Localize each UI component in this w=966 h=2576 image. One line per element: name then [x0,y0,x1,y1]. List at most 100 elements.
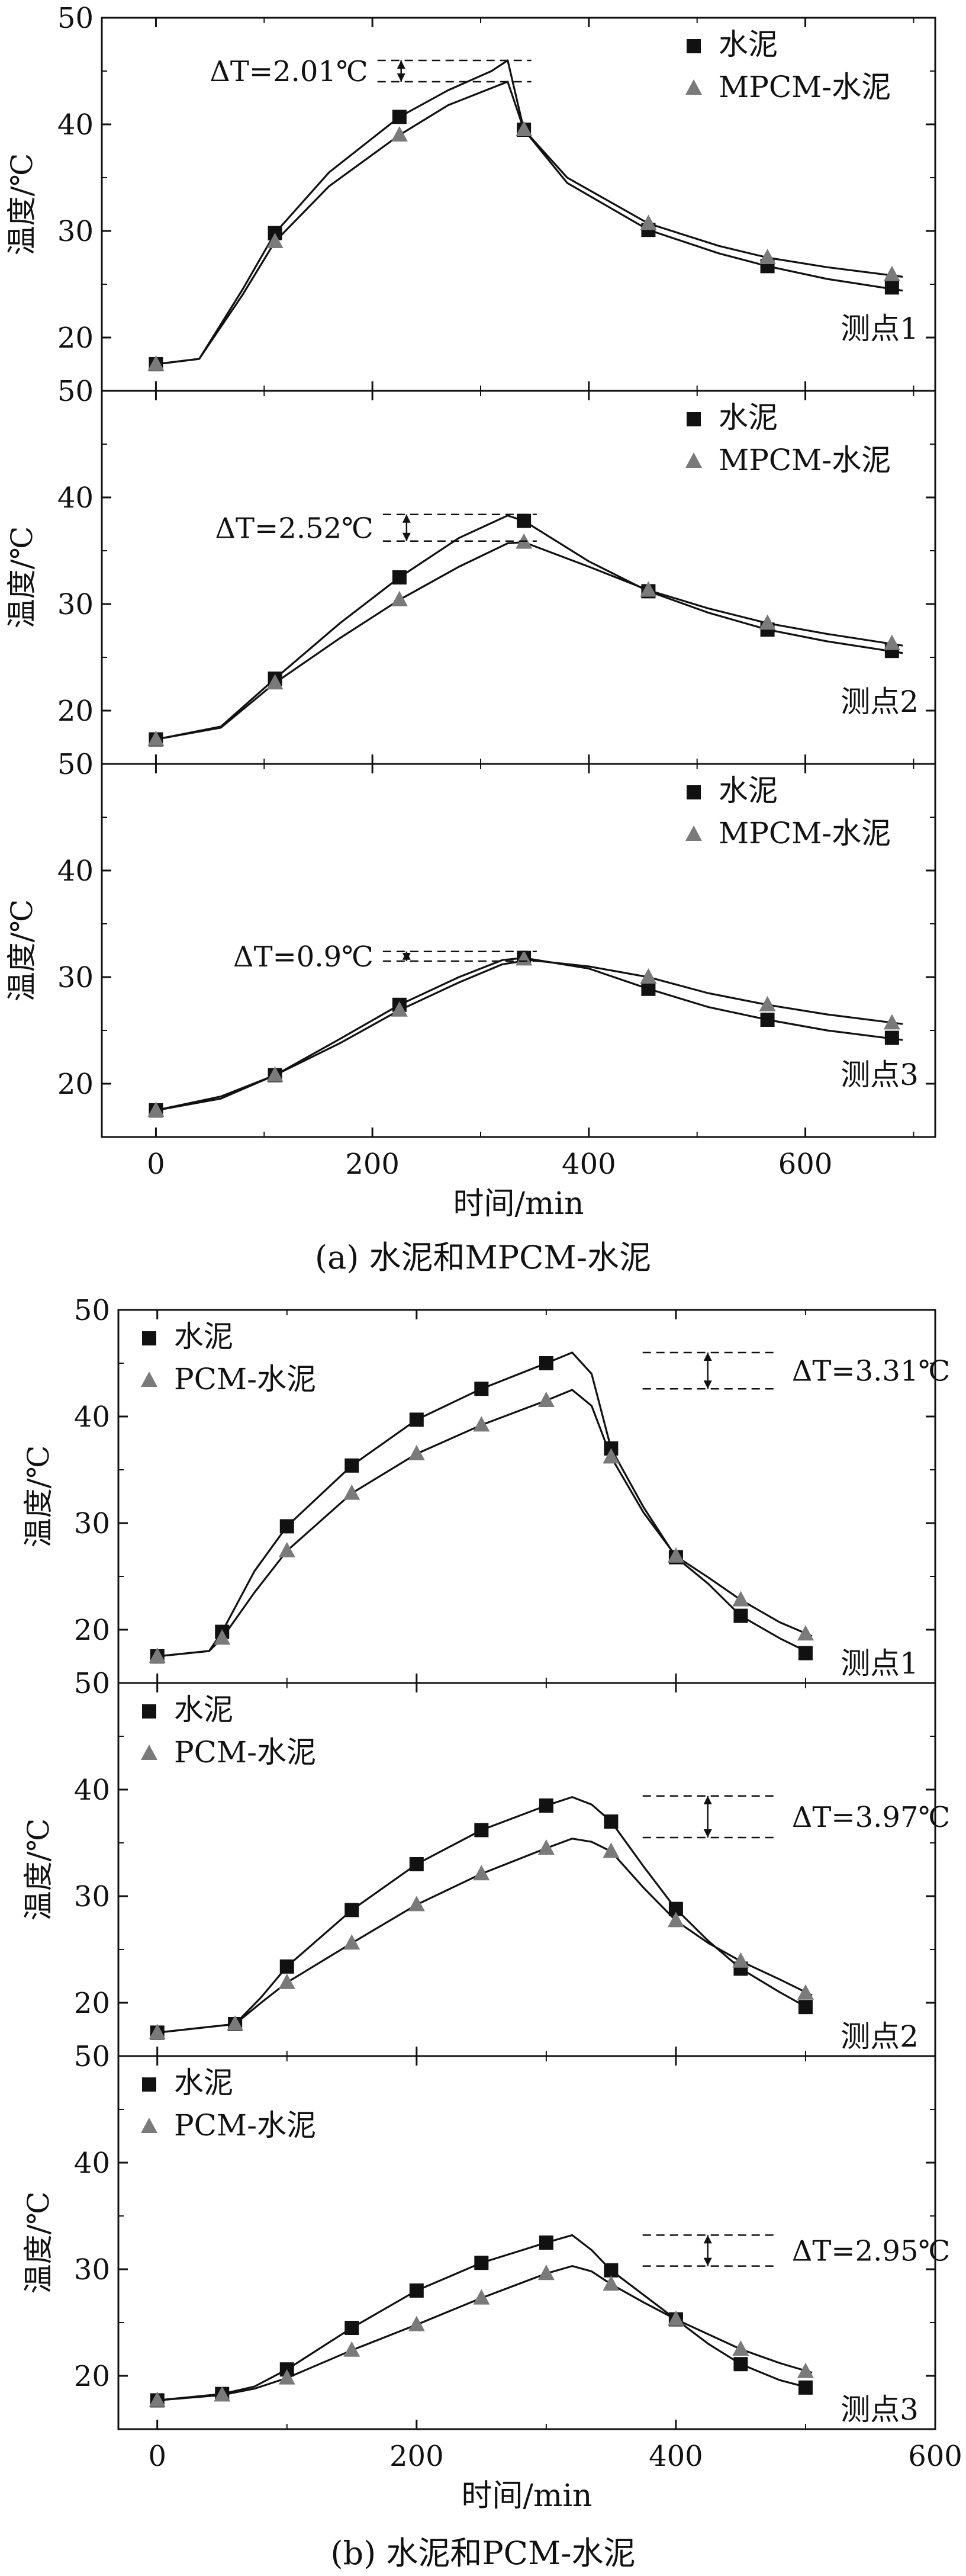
data-point-triangle [278,1541,295,1557]
data-point-square [798,1646,813,1660]
caption-b: (b) 水泥和PCM-水泥 [330,2535,635,2572]
data-point-triangle [343,1484,360,1500]
data-point-square [392,110,407,124]
series-line-pcm [156,81,903,365]
legend-label: 水泥 [719,400,778,435]
delta-t-label: ΔT=3.97℃ [792,1801,950,1834]
data-point-triangle [391,590,408,606]
delta-arrow-head-top [397,60,405,69]
y-tick-label: 50 [74,1667,110,1700]
legend-label: PCM-水泥 [174,1735,316,1769]
data-point-triangle [391,126,408,142]
legend-label: 水泥 [174,1319,233,1354]
data-point-triangle [408,1445,425,1460]
y-tick-label: 30 [57,961,94,994]
x-tick-label: 400 [562,1148,616,1181]
data-point-triangle [391,1001,408,1017]
y-axis-label: 温度/℃ [5,900,39,1002]
data-point-square [409,1412,424,1427]
y-axis-label: 温度/℃ [5,526,39,629]
data-point-triangle [149,2023,166,2039]
data-point-square [604,2263,619,2278]
plot-frame [101,763,936,1138]
data-point-square [884,280,899,295]
data-point-triangle [603,1448,620,1464]
data-point-triangle [278,2369,295,2385]
data-point-triangle [214,2386,231,2402]
y-tick-label: 50 [74,1294,110,1327]
legend-marker-square [142,1331,156,1345]
y-tick-label: 40 [57,108,94,142]
legend-label: MPCM-水泥 [719,70,891,104]
series-line-pcm [157,2265,813,2401]
legend-label: MPCM-水泥 [719,443,891,477]
y-tick-label: 40 [74,1401,110,1434]
y-tick-label: 30 [57,215,94,248]
data-point-triangle [732,1591,749,1607]
legend-marker-triangle [685,826,702,841]
delta-arrow-head-bottom [402,532,411,541]
series-line-pcm [157,1389,813,1658]
data-point-square [344,1458,359,1473]
x-tick-label: 600 [778,1148,833,1181]
x-axis-label: 时间/min [462,2478,593,2514]
data-point-triangle [147,730,165,746]
y-tick-label: 20 [74,1614,110,1647]
data-point-square [641,981,656,996]
delta-arrow-head-top [402,514,411,523]
data-point-triangle [537,2265,555,2281]
legend-label: PCM-水泥 [174,2108,316,2143]
y-tick-label: 50 [57,748,94,781]
measure-point-label: 测点1 [841,1646,919,1681]
data-point-triangle [759,614,776,630]
delta-arrow-head-bottom [703,1380,712,1389]
y-tick-label: 30 [74,1880,110,1913]
measure-point-label: 测点1 [841,311,919,346]
data-point-triangle [266,233,284,248]
data-point-square [409,2283,424,2298]
y-tick-label: 50 [57,375,94,408]
data-point-triangle [408,1896,425,1912]
data-point-triangle [149,2391,166,2407]
x-tick-label: 600 [908,2440,962,2473]
measure-point-label: 测点2 [841,685,919,719]
data-point-square [760,1013,775,1027]
data-point-triangle [408,2315,425,2331]
data-point-triangle [537,1839,555,1855]
legend-label: 水泥 [174,1692,233,1727]
legend-marker-triangle [141,1371,157,1387]
series-line-pcm [156,959,903,1112]
y-tick-label: 20 [57,322,94,355]
data-point-square [539,1798,553,1813]
y-tick-label: 20 [74,1987,110,2020]
data-point-triangle [667,1547,684,1563]
x-tick-label: 200 [389,2440,444,2473]
data-point-square [279,1959,294,1974]
legend-marker-square [687,39,701,53]
delta-t-label: ΔT=2.52℃ [215,512,373,545]
data-point-square [344,1903,359,1917]
y-tick-label: 40 [74,1774,110,1807]
data-point-triangle [537,1392,555,1407]
data-point-triangle [883,1014,900,1030]
data-point-square [474,1823,489,1838]
data-point-square [604,1814,619,1829]
series-line-pcm [156,541,903,741]
delta-t-label: ΔT=2.95℃ [792,2235,950,2268]
data-point-triangle [797,1625,814,1641]
data-point-triangle [667,1912,684,1928]
series-line-pcm [157,1838,813,2034]
data-point-triangle [147,1101,165,1117]
data-point-square [798,2380,813,2395]
series-line-cement [156,59,903,365]
data-point-triangle [473,2289,490,2305]
y-tick-label: 30 [74,2253,110,2286]
plot-frame [117,2055,936,2430]
data-point-square [539,2235,553,2250]
y-tick-label: 40 [74,2147,110,2180]
legend-label: PCM-水泥 [174,1362,316,1396]
